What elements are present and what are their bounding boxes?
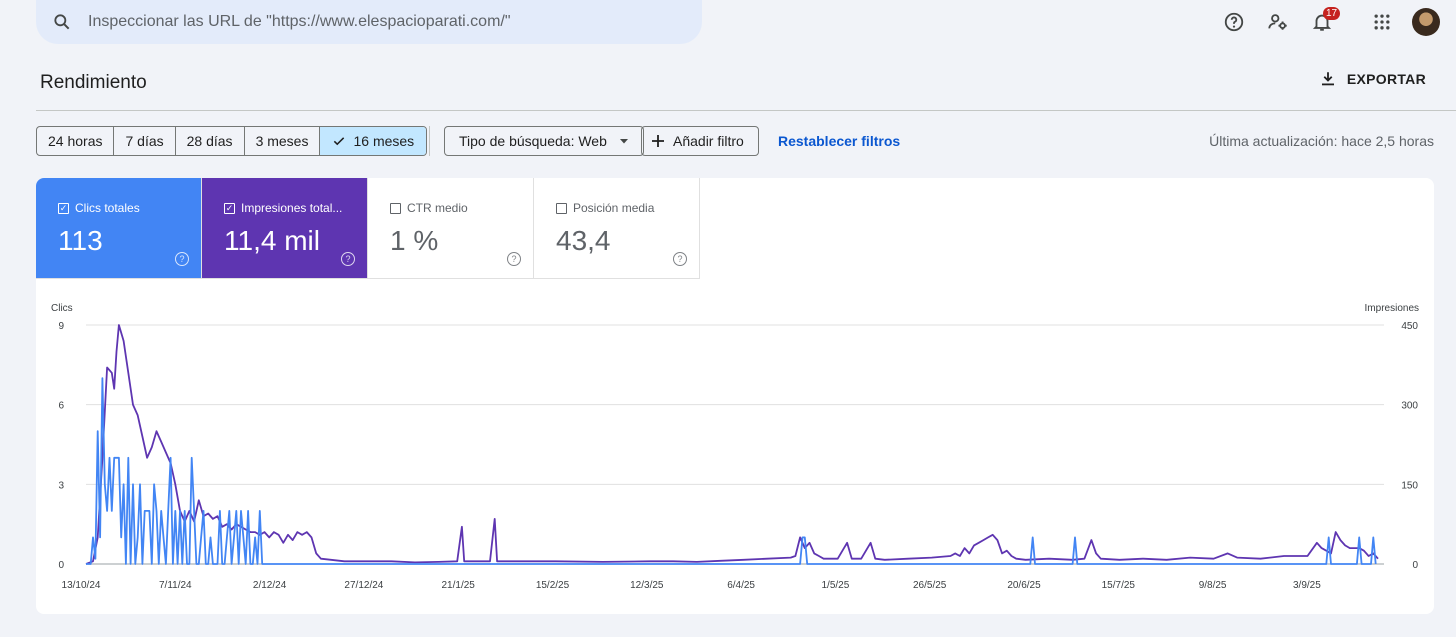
metric-label: CTR medio (407, 201, 468, 215)
x-tick-label: 27/12/24 (344, 580, 383, 591)
x-tick-label: 9/8/25 (1199, 580, 1227, 591)
help-icon[interactable]: ? (507, 252, 521, 266)
x-tick-label: 26/5/25 (913, 580, 947, 591)
help-icon[interactable]: ? (341, 252, 355, 266)
download-icon (1321, 72, 1334, 86)
y-tick-left: 0 (58, 560, 64, 571)
header-divider (36, 110, 1456, 111)
add-filter-button[interactable]: Añadir filtro (641, 126, 759, 156)
last-update-text: Última actualización: hace 2,5 horas (1209, 133, 1434, 149)
metric-label: Posición media (573, 201, 655, 215)
notification-badge: 17 (1323, 7, 1341, 20)
metric-value: 43,4 (556, 225, 611, 256)
x-tick-label: 2/12/24 (253, 580, 287, 591)
apps-icon[interactable] (1364, 4, 1400, 40)
manage-accounts-icon[interactable] (1260, 4, 1296, 40)
y-tick-right: 150 (1401, 480, 1418, 491)
range-24h[interactable]: 24 horas (37, 127, 115, 155)
x-tick-label: 15/2/25 (536, 580, 570, 591)
x-tick-label: 12/3/25 (630, 580, 664, 591)
notifications-icon[interactable]: 17 (1304, 4, 1341, 40)
date-range-selector: 24 horas 7 días 28 días 3 meses 16 meses (36, 126, 428, 156)
y-axis-right-label: Impresiones (1364, 303, 1419, 314)
x-tick-label: 1/5/25 (821, 580, 849, 591)
y-tick-right: 450 (1401, 321, 1418, 332)
filter-divider (429, 126, 430, 156)
y-tick-left: 9 (58, 321, 64, 332)
y-tick-left: 3 (58, 480, 64, 491)
top-actions: 17 (1208, 4, 1440, 40)
avatar[interactable] (1412, 8, 1440, 36)
checkbox-unchecked-icon[interactable] (390, 202, 401, 214)
export-button[interactable]: EXPORTAR (1319, 70, 1426, 88)
help-icon[interactable]: ? (175, 252, 189, 266)
performance-card: ✓ Clics totales 113 ? ✓ Impresiones total.… (36, 178, 1434, 614)
metric-tile-position[interactable]: Posición media 43,4 ? (534, 178, 700, 279)
series-line-clicks (86, 377, 1377, 565)
y-tick-right: 0 (1412, 560, 1418, 571)
metric-value: 11,4 mil (224, 225, 320, 256)
metric-label: Impresiones total... (241, 201, 343, 215)
reset-filters-link[interactable]: Restablecer filtros (778, 133, 901, 149)
search-type-dropdown[interactable]: Tipo de búsqueda: Web (444, 126, 644, 156)
search-input[interactable] (88, 13, 648, 31)
y-axis-left-label: Clics (51, 303, 73, 314)
help-icon[interactable]: ? (673, 252, 687, 266)
x-tick-label: 20/6/25 (1007, 580, 1041, 591)
range-7d[interactable]: 7 días (114, 127, 176, 155)
x-tick-label: 6/4/25 (727, 580, 755, 591)
range-16m[interactable]: 16 meses (320, 127, 427, 155)
help-icon[interactable] (1216, 4, 1252, 40)
range-3m[interactable]: 3 meses (245, 127, 321, 155)
metric-value: 1 % (390, 225, 439, 256)
dropdown-arrow-icon (619, 139, 628, 144)
check-icon (334, 137, 345, 146)
series-line-impressions (85, 324, 1379, 565)
x-tick-label: 21/1/25 (442, 580, 476, 591)
metric-tile-ctr[interactable]: CTR medio 1 % ? (368, 178, 534, 279)
range-16m-label: 16 meses (353, 133, 415, 149)
page-title: Rendimiento (40, 72, 147, 93)
plus-icon (652, 135, 664, 147)
checkbox-unchecked-icon[interactable] (556, 202, 567, 214)
url-inspection-search[interactable] (36, 0, 702, 44)
y-tick-right: 300 (1401, 401, 1418, 412)
metric-label: Clics totales (75, 201, 140, 215)
search-icon (54, 14, 70, 30)
x-tick-label: 15/7/25 (1102, 580, 1136, 591)
range-28d[interactable]: 28 días (176, 127, 245, 155)
export-label: EXPORTAR (1346, 71, 1426, 87)
x-tick-label: 13/10/24 (62, 580, 101, 591)
metric-value: 113 (58, 225, 103, 256)
performance-chart: 9 450 6 300 3 150 0 0 13/10/24 7/11/24 2/12/24 27/1… (58, 321, 1418, 591)
add-filter-label: Añadir filtro (673, 133, 744, 149)
x-tick-label: 3/9/25 (1293, 580, 1321, 591)
y-tick-left: 6 (58, 401, 64, 412)
metric-tile-impressions[interactable]: ✓ Impresiones total... 11,4 mil ? (202, 178, 368, 279)
metric-tile-clicks[interactable]: ✓ Clics totales 113 ? (36, 178, 202, 279)
x-tick-label: 7/11/24 (159, 580, 192, 591)
checkbox-checked-icon[interactable]: ✓ (58, 202, 69, 214)
checkbox-checked-icon[interactable]: ✓ (224, 202, 235, 214)
search-type-label: Tipo de búsqueda: Web (459, 133, 607, 149)
